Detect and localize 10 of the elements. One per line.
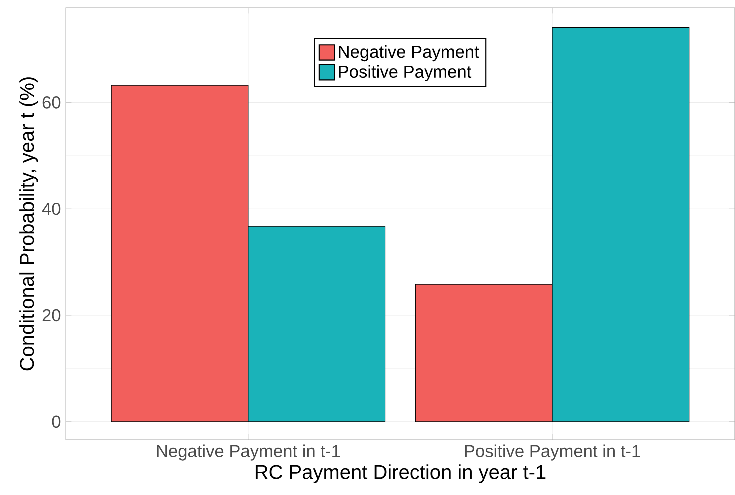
y-axis-title: Conditional Probability, year t (%) — [20, 78, 38, 371]
x-tick-label: Negative Payment in t-1 — [157, 444, 340, 461]
y-tick-label: 60 — [42, 96, 61, 109]
y-tick-label: 40 — [42, 202, 61, 216]
x-tick-label: Positive Payment in t-1 — [465, 444, 640, 461]
x-axis-title: RC Payment Direction in year t-1 — [256, 464, 546, 484]
y-tick-label: 20 — [42, 309, 61, 322]
legend-label: Negative Payment — [339, 45, 480, 62]
legend-label: Positive Payment — [339, 65, 472, 82]
y-tick-label: 0 — [52, 416, 61, 428]
